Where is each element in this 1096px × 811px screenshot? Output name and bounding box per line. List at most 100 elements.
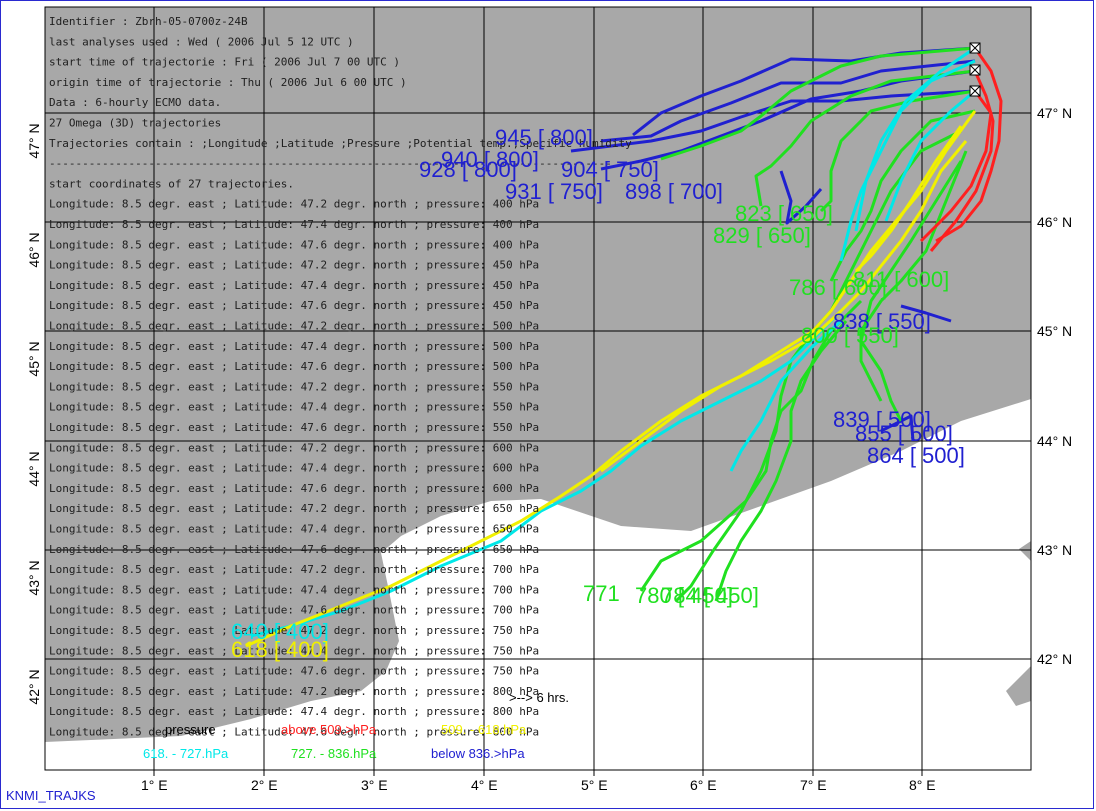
traj-label-14: 864 [ 500] bbox=[867, 443, 965, 468]
info-line: Longitude: 8.5 degr. east ; Latitude: 47… bbox=[49, 644, 539, 657]
start-marker bbox=[969, 42, 981, 54]
tick-marks bbox=[153, 770, 923, 776]
info-line: Data : 6-hourly ECMO data. bbox=[49, 96, 221, 109]
traj-label-8: 786 [ 600] bbox=[789, 275, 887, 300]
traj-label-2: 928 [ 800] bbox=[419, 157, 517, 182]
info-line: Trajectories contain : ;Longitude ;Latit… bbox=[49, 137, 632, 150]
info-line: Longitude: 8.5 degr. east ; Latitude: 47… bbox=[49, 624, 539, 637]
info-line: Longitude: 8.5 degr. east ; Latitude: 47… bbox=[49, 279, 539, 292]
info-line: Longitude: 8.5 degr. east ; Latitude: 47… bbox=[49, 685, 539, 698]
start-marker bbox=[969, 64, 981, 76]
traj-label-12: 839 [ 500] bbox=[833, 407, 931, 432]
traj-label-3: 931 [ 750] bbox=[505, 179, 603, 204]
lon-label: 8° E bbox=[909, 777, 936, 793]
traj-label-13: 855 [ 500] bbox=[855, 421, 953, 446]
info-line: Longitude: 8.5 degr. east ; Latitude: 47… bbox=[49, 360, 539, 373]
lat-label-left: 47° N bbox=[26, 123, 42, 158]
start-marker bbox=[969, 85, 981, 97]
traj-label-10: 838 [ 550] bbox=[833, 309, 931, 334]
legend-entry-red: above 509.>hPa bbox=[281, 722, 377, 737]
trajectory-group-red bbox=[919, 47, 1003, 252]
sea-area bbox=[45, 399, 1031, 770]
lon-label: 1° E bbox=[141, 777, 168, 793]
lat-label-left: 44° N bbox=[26, 451, 42, 486]
legend-arrow-note: >--> 6 hrs. bbox=[509, 690, 569, 705]
lon-label: 4° E bbox=[471, 777, 498, 793]
trajectory-group-green bbox=[639, 46, 976, 603]
info-line: Longitude: 8.5 degr. east ; Latitude: 47… bbox=[49, 482, 539, 495]
info-line: Longitude: 8.5 degr. east ; Latitude: 47… bbox=[49, 604, 539, 617]
traj-label-19: 618 [ 400] bbox=[231, 637, 329, 662]
lat-label-right: 45° N bbox=[1037, 323, 1072, 339]
info-text-block: Identifier : Zbrh-05-0700z-24B last analy… bbox=[49, 15, 632, 739]
info-line: Longitude: 8.5 degr. east ; Latitude: 47… bbox=[49, 380, 539, 393]
lat-label-right: 44° N bbox=[1037, 433, 1072, 449]
info-line: Longitude: 8.5 degr. east ; Latitude: 47… bbox=[49, 441, 539, 454]
traj-label-5: 904 [ 750] bbox=[561, 157, 659, 182]
info-line: Longitude: 8.5 degr. east ; Latitude: 47… bbox=[49, 583, 539, 596]
lat-label-left: 43° N bbox=[26, 560, 42, 595]
info-line: Longitude: 8.5 degr. east ; Latitude: 47… bbox=[49, 421, 539, 434]
legend-entry-yellow: 509. - 618.hPa bbox=[441, 722, 527, 737]
info-line: Longitude: 8.5 degr. east ; Latitude: 47… bbox=[49, 259, 539, 272]
trajectory-group-cyan bbox=[250, 46, 976, 638]
info-line: Identifier : Zbrh-05-0700z-24B bbox=[49, 15, 248, 28]
lat-label-right: 46° N bbox=[1037, 214, 1072, 230]
trajectory-labels: 945 [ 800] 940 [ 800] 928 [ 800] 931 [ 7… bbox=[231, 125, 965, 662]
info-line: start time of trajectorie : Fri ( 2006 J… bbox=[49, 56, 400, 69]
info-line: Longitude: 8.5 degr. east ; Latitude: 47… bbox=[49, 726, 539, 739]
traj-label-6: 823 [ 650] bbox=[735, 201, 833, 226]
legend-entry-cyan: 618. - 727.hPa bbox=[143, 746, 229, 761]
lon-label: 3° E bbox=[361, 777, 388, 793]
map-border bbox=[44, 6, 1032, 771]
info-line: origin time of trajectorie : Thu ( 2006 … bbox=[49, 76, 407, 89]
info-line: Longitude: 8.5 degr. east ; Latitude: 47… bbox=[49, 705, 539, 718]
info-line: ----------------------------------------… bbox=[49, 157, 612, 170]
axis-labels: 1° E 2° E 3° E 4° E 5° E 6° E 7° E 8° E … bbox=[26, 105, 1072, 793]
lat-label-left: 46° N bbox=[26, 232, 42, 267]
start-markers bbox=[969, 42, 981, 97]
info-line: start coordinates of 27 trajectories. bbox=[49, 177, 294, 190]
trajectories bbox=[245, 46, 1003, 648]
info-line: Longitude: 8.5 degr. east ; Latitude: 47… bbox=[49, 340, 539, 353]
traj-label-11: 800 [ 550] bbox=[801, 323, 899, 348]
info-line: Longitude: 8.5 degr. east ; Latitude: 47… bbox=[49, 523, 539, 536]
info-line: last analyses used : Wed ( 2006 Jul 5 12… bbox=[49, 35, 354, 48]
info-line: Longitude: 8.5 degr. east ; Latitude: 47… bbox=[49, 198, 539, 211]
lon-label: 6° E bbox=[690, 777, 717, 793]
lat-label-right: 47° N bbox=[1037, 105, 1072, 121]
lon-label: 5° E bbox=[581, 777, 608, 793]
legend-entry-blue: below 836.>hPa bbox=[431, 746, 525, 761]
traj-label-1: 940 [ 800] bbox=[441, 147, 539, 172]
lon-label: 7° E bbox=[800, 777, 827, 793]
traj-label-18: 640 [ 400] bbox=[231, 619, 329, 644]
info-line: Longitude: 8.5 degr. east ; Latitude: 47… bbox=[49, 563, 539, 576]
graticule bbox=[45, 7, 1031, 770]
info-line: Longitude: 8.5 degr. east ; Latitude: 47… bbox=[49, 218, 539, 231]
info-line: Longitude: 8.5 degr. east ; Latitude: 47… bbox=[49, 238, 539, 251]
lat-label-left: 45° N bbox=[26, 341, 42, 376]
island bbox=[1006, 666, 1031, 706]
info-line: Longitude: 8.5 degr. east ; Latitude: 47… bbox=[49, 320, 539, 333]
info-line: Longitude: 8.5 degr. east ; Latitude: 47… bbox=[49, 462, 539, 475]
lat-label-left: 42° N bbox=[26, 669, 42, 704]
traj-label-9: 811 [ 600] bbox=[853, 267, 949, 292]
traj-label-7: 829 [ 650] bbox=[713, 223, 811, 248]
lon-label: 2° E bbox=[251, 777, 278, 793]
trajectory-group-yellow bbox=[245, 110, 977, 648]
legend: >--> 6 hrs. pressure above 509.>hPa 509.… bbox=[143, 690, 569, 761]
info-line: Longitude: 8.5 degr. east ; Latitude: 47… bbox=[49, 665, 539, 678]
info-line: Longitude: 8.5 degr. east ; Latitude: 47… bbox=[49, 543, 539, 556]
info-line: Longitude: 8.5 degr. east ; Latitude: 47… bbox=[49, 502, 539, 515]
info-line: Longitude: 8.5 degr. east ; Latitude: 47… bbox=[49, 299, 539, 312]
lat-label-right: 42° N bbox=[1037, 651, 1072, 667]
traj-label-0: 945 [ 800] bbox=[495, 125, 593, 150]
legend-entry-green: 727. - 836.hPa bbox=[291, 746, 377, 761]
info-line: Longitude: 8.5 degr. east ; Latitude: 47… bbox=[49, 401, 539, 414]
traj-label-4: 898 [ 700] bbox=[625, 179, 723, 204]
traj-label-15: 771 bbox=[583, 581, 620, 606]
footer-label: KNMI_TRAJKS bbox=[6, 788, 96, 803]
info-line: 27 Omega (3D) trajectories bbox=[49, 117, 221, 130]
